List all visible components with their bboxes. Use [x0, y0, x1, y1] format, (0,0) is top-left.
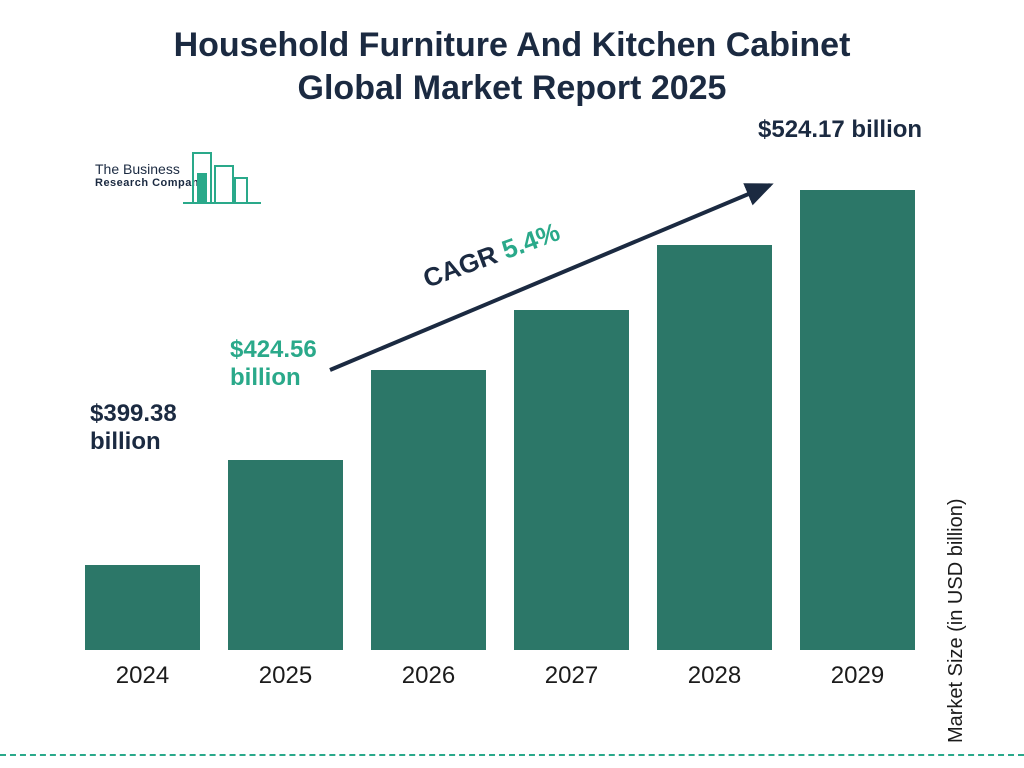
bar	[800, 190, 915, 650]
bar-wrap	[228, 460, 343, 650]
x-axis-label: 2026	[371, 662, 486, 690]
value-label-2024: $399.38 billion	[90, 400, 177, 455]
bar-wrap	[85, 565, 200, 650]
x-axis-label: 2029	[800, 662, 915, 690]
x-axis-labels: 2024 2025 2026 2027 2028 2029	[85, 662, 915, 690]
x-axis-label: 2028	[657, 662, 772, 690]
bar-wrap	[800, 190, 915, 650]
bar	[85, 565, 200, 650]
chart-title: Household Furniture And Kitchen Cabinet …	[0, 24, 1024, 109]
x-axis-label: 2024	[85, 662, 200, 690]
bottom-dashed-line	[0, 754, 1024, 756]
bar	[514, 310, 629, 650]
value-label-2025: $424.56 billion	[230, 336, 317, 391]
title-line-1: Household Furniture And Kitchen Cabinet	[174, 26, 851, 64]
y-axis-label: Market Size (in USD billion)	[946, 499, 969, 744]
bar-wrap	[371, 370, 486, 650]
bar	[657, 245, 772, 650]
bar-wrap	[657, 245, 772, 650]
bar	[371, 370, 486, 650]
bar	[228, 460, 343, 650]
bar-wrap	[514, 310, 629, 650]
value-label-2029: $524.17 billion	[758, 116, 922, 144]
x-axis-label: 2027	[514, 662, 629, 690]
title-line-2: Global Market Report 2025	[298, 69, 727, 107]
bar-chart: 202420252026202720282029 Market Size (in…	[85, 130, 945, 690]
x-axis-label: 2025	[228, 662, 343, 690]
